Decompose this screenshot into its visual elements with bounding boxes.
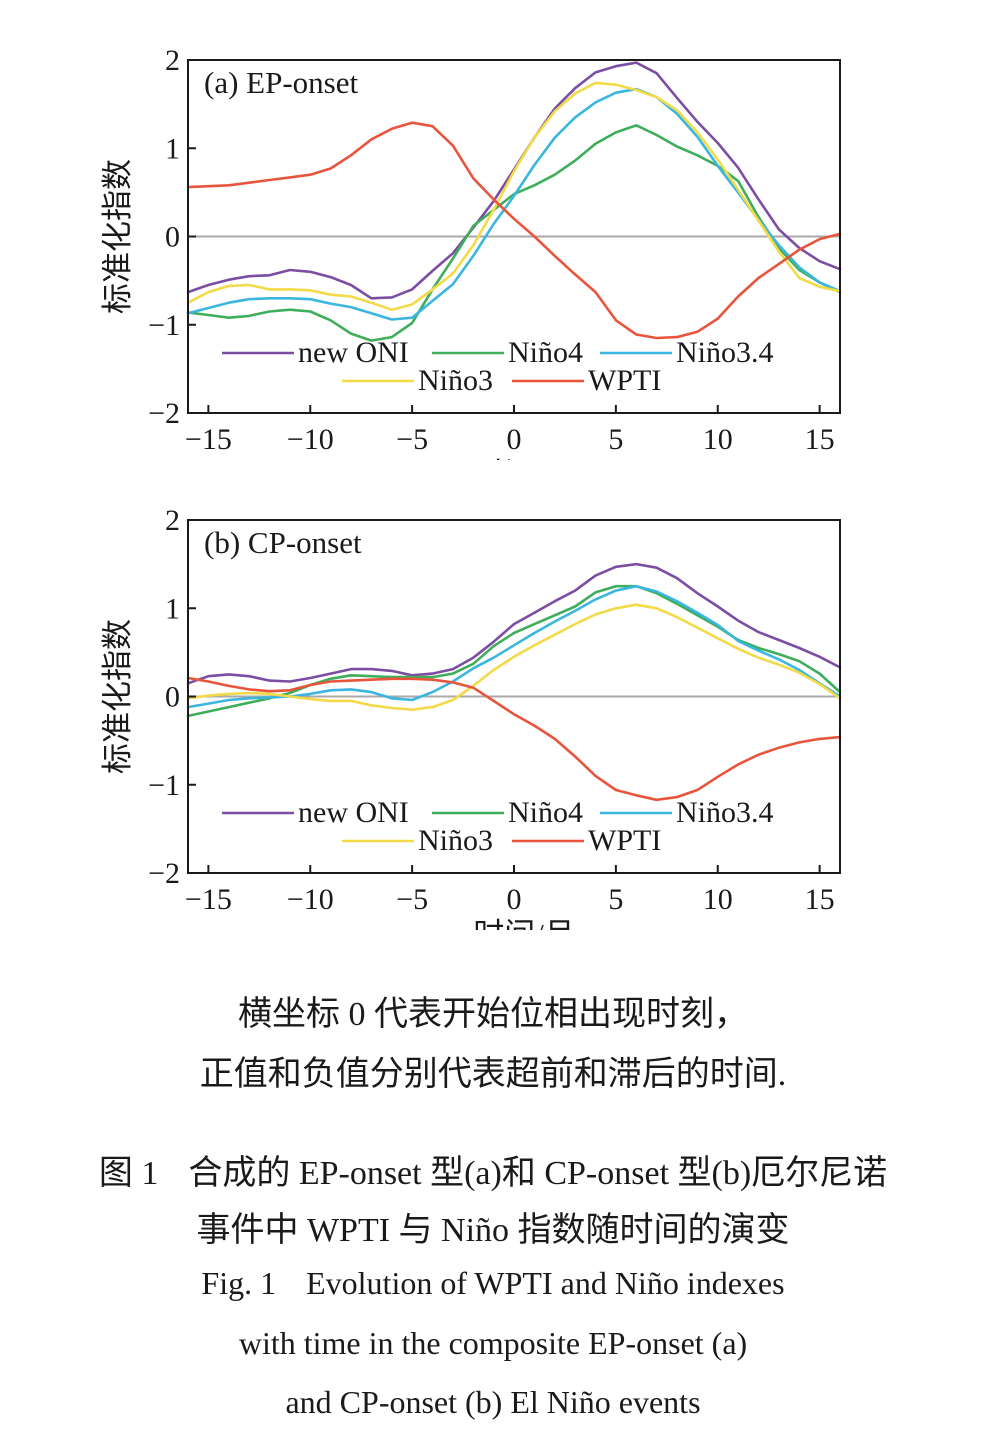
legend-label-new-oni: new ONI [298, 336, 409, 369]
x-tick-label: 5 [608, 883, 623, 916]
legend-label-nino4: Niño4 [508, 336, 583, 369]
series-line-wpti [186, 121, 842, 340]
series-line-wpti [186, 676, 842, 802]
y-axis-label: 标准化指数 [100, 159, 135, 314]
y-tick-label: −1 [148, 769, 180, 802]
series-line-nino4 [186, 124, 842, 342]
legend-label-nino4: Niño4 [508, 796, 583, 829]
figure-caption-en-line3: and CP-onset (b) El Niño events [285, 1384, 701, 1420]
caption-note-line2: 正值和负值分别代表超前和滞后的时间. [199, 1056, 787, 1093]
panel-label: (a) EP-onset [204, 65, 358, 100]
x-tick-label: 10 [703, 883, 733, 916]
series-line-nino3-4 [186, 584, 842, 709]
figure-caption-en-line1: Fig. 1 Evolution of WPTI and Niño indexes [0, 1265, 986, 1302]
y-tick-label: −2 [148, 397, 180, 430]
legend-label-wpti: WPTI [588, 364, 661, 397]
x-tick-label: 0 [507, 883, 522, 916]
figure-number-en: Fig. 1 [201, 1265, 277, 1301]
y-tick-label: 1 [165, 132, 180, 165]
x-tick-label: 15 [805, 423, 835, 456]
x-tick-label: −5 [396, 883, 428, 916]
x-tick-label: 5 [608, 423, 623, 456]
x-tick-label: −15 [185, 423, 232, 456]
series-line-new-oni [186, 562, 842, 685]
x-tick-label: −10 [287, 423, 334, 456]
x-tick-label: 0 [507, 423, 522, 456]
x-tick-label: −10 [287, 883, 334, 916]
panel-label: (b) CP-onset [204, 525, 362, 560]
x-tick-label: 15 [805, 883, 835, 916]
figure-title-en-1: Evolution of WPTI and Niño indexes [306, 1265, 785, 1301]
y-axis-label: 标准化指数 [100, 619, 135, 774]
legend-label-wpti: WPTI [588, 824, 661, 857]
figure-caption-en-line2: with time in the composite EP-onset (a) [238, 1325, 748, 1361]
series-line-nino3 [186, 603, 842, 711]
figure-title-zh-1: 合成的 EP-onset 型(a)和 CP-onset 型(b)厄尔尼诺 [188, 1155, 888, 1192]
legend-label-nino3-4: Niño3.4 [676, 796, 774, 829]
series-line-nino3 [186, 81, 842, 312]
x-tick-label: −15 [185, 883, 232, 916]
figure-number-zh: 图 1 [98, 1155, 159, 1192]
y-tick-label: 1 [165, 592, 180, 625]
figure-caption-zh-line2: 事件中 WPTI 与 Niño 指数随时间的演变 [196, 1212, 790, 1249]
y-tick-label: 0 [165, 681, 180, 714]
x-axis-label: 时间/月 [473, 457, 575, 460]
figure-caption-zh-line1: 图 1 合成的 EP-onset 型(a)和 CP-onset 型(b)厄尔尼诺 [0, 1145, 986, 1194]
legend-label-nino3-4: Niño3.4 [676, 336, 774, 369]
x-tick-label: 10 [703, 423, 733, 456]
legend-label-new-oni: new ONI [298, 796, 409, 829]
y-tick-label: −1 [148, 309, 180, 342]
y-tick-label: 2 [165, 44, 180, 77]
x-tick-label: −5 [396, 423, 428, 456]
legend-label-nino3: Niño3 [418, 364, 493, 397]
y-tick-label: 0 [165, 221, 180, 254]
y-tick-label: 2 [165, 504, 180, 537]
caption-note-line1: 横坐标 0 代表开始位相出现时刻， [238, 996, 748, 1033]
legend-label-nino3: Niño3 [418, 824, 493, 857]
x-axis-label: 时间/月 [473, 917, 575, 930]
series-line-nino3-4 [186, 87, 842, 321]
y-tick-label: −2 [148, 857, 180, 890]
